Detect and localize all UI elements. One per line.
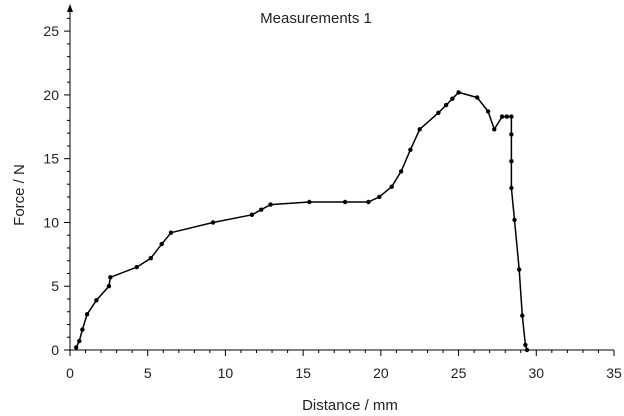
data-point xyxy=(249,212,255,217)
x-tick-label: 20 xyxy=(373,365,389,381)
x-tick-label: 25 xyxy=(451,365,467,381)
data-point xyxy=(307,199,312,205)
data-point xyxy=(168,230,174,235)
data-point xyxy=(450,96,455,101)
y-axis-label: Force / N xyxy=(11,164,28,226)
data-point xyxy=(509,185,514,191)
y-tick-label: 5 xyxy=(51,278,59,294)
data-point xyxy=(259,207,264,212)
x-tick-label: 30 xyxy=(528,365,544,381)
axes xyxy=(67,4,614,351)
data-point xyxy=(80,327,85,332)
data-point xyxy=(268,202,273,207)
data-point xyxy=(523,342,528,348)
data-point xyxy=(504,114,509,119)
data-point xyxy=(366,199,371,205)
data-point xyxy=(389,184,394,189)
y-tick-label: 0 xyxy=(51,342,59,358)
data-point xyxy=(398,169,404,174)
y-tick-label: 10 xyxy=(43,214,59,230)
x-tick-label: 0 xyxy=(66,365,74,381)
series-group xyxy=(74,90,530,353)
data-point xyxy=(94,298,99,303)
data-point xyxy=(134,264,139,270)
data-point xyxy=(524,347,530,353)
data-point xyxy=(417,127,422,132)
data-point xyxy=(436,110,441,116)
y-tick-label: 15 xyxy=(43,151,59,167)
data-point xyxy=(148,256,153,261)
data-point xyxy=(485,109,491,114)
data-point xyxy=(475,95,480,100)
data-point xyxy=(492,127,497,132)
data-point xyxy=(408,147,413,152)
data-point xyxy=(499,114,505,119)
x-tick-label: 5 xyxy=(144,365,152,381)
data-point xyxy=(512,217,517,223)
data-point xyxy=(159,241,164,247)
data-point xyxy=(74,345,79,350)
x-tick-label: 15 xyxy=(295,365,311,381)
data-point xyxy=(509,114,514,119)
data-point xyxy=(509,159,514,164)
series-line xyxy=(75,91,528,351)
ticks: 0 5 10 15 20 25 30 35 0 5 10 15 20 25 xyxy=(43,17,622,381)
data-point xyxy=(520,313,525,318)
x-tick-label: 10 xyxy=(218,365,234,381)
data-point xyxy=(377,194,382,200)
data-point xyxy=(456,90,461,95)
data-point xyxy=(84,312,90,317)
x-tick-label: 35 xyxy=(606,365,622,381)
y-tick-label: 25 xyxy=(43,23,59,39)
data-point xyxy=(517,267,522,272)
data-point xyxy=(509,132,514,137)
data-point xyxy=(443,102,449,108)
chart-title: Measurements 1 xyxy=(260,10,372,27)
y-tick-label: 20 xyxy=(43,87,59,103)
data-point xyxy=(106,284,112,289)
x-axis-label: Distance / mm xyxy=(302,397,398,414)
data-point xyxy=(210,220,216,225)
data-point xyxy=(77,338,82,344)
data-point xyxy=(108,275,113,280)
y-axis-arrow xyxy=(67,4,73,12)
data-point xyxy=(342,199,348,205)
